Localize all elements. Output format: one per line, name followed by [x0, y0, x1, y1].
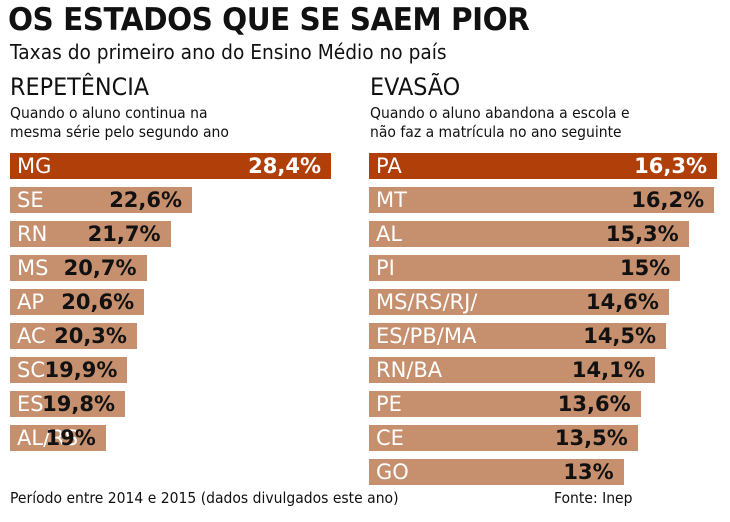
- repetencia-bar-value: 20,7%: [63, 256, 137, 280]
- repetencia-bar-value: 19,8%: [42, 392, 115, 416]
- evasao-bar-value: 16,2%: [631, 188, 705, 212]
- evasao-bar: PE 13,6%: [369, 391, 641, 417]
- repetencia-bar-label: MS: [17, 256, 49, 280]
- repetencia-bar: RN 21,7%: [10, 221, 171, 247]
- chart-title: OS ESTADOS QUE SE SAEM PIOR: [8, 2, 530, 38]
- evasao-bar-label: MT: [376, 188, 407, 212]
- evasao-bar-label: RN/BA: [376, 358, 443, 382]
- repetencia-bar: MS 20,7%: [10, 255, 147, 281]
- evasao-bar-label: PA: [376, 154, 402, 178]
- evasao-bar-label: GO: [376, 460, 409, 484]
- repetencia-bar-label: AL/RS: [17, 426, 79, 450]
- repetencia-bar: SC 19,9%: [10, 357, 128, 383]
- repetencia-bar-label: AC: [17, 324, 46, 348]
- evasao-bar-label: MS/RS/RJ/: [376, 290, 478, 314]
- footer-source: Fonte: Inep: [554, 489, 633, 507]
- evasao-bar: MS/RS/RJ/14,6%: [369, 289, 669, 315]
- repetencia-bar: ES 19,8%: [10, 391, 125, 417]
- repetencia-bar-value: 28,4%: [248, 154, 321, 178]
- evasao-bar: CE 13,5%: [369, 425, 638, 451]
- evasao-bar: RN/BA 14,1%: [369, 357, 655, 383]
- repetencia-bar-label: RN: [17, 222, 48, 246]
- repetencia-bar-value: 20,3%: [54, 324, 127, 348]
- evasao-bar: AL 15,3%: [369, 221, 689, 247]
- evasao-bar-value: 14,1%: [571, 358, 645, 382]
- repetencia-bar-label: MG: [17, 154, 52, 178]
- evasao-bar-label: PE: [376, 392, 402, 416]
- evasao-bar-label: CE: [376, 426, 404, 450]
- repetencia-bar-value: 19,9%: [44, 358, 118, 382]
- evasao-bar-value: 13,5%: [554, 426, 628, 450]
- repetencia-description-line: Quando o aluno continua na: [10, 104, 208, 122]
- evasao-bar-value: 15,3%: [605, 222, 679, 246]
- repetencia-description-line: mesma série pelo segundo ano: [10, 123, 229, 141]
- repetencia-bar-label: SE: [17, 188, 44, 212]
- evasao-bar: PI 15%: [369, 255, 681, 281]
- evasao-bar-value: 13%: [563, 460, 614, 484]
- chart-subtitle: Taxas do primeiro ano do Ensino Médio no…: [10, 40, 447, 64]
- repetencia-bar: SE 22,6%: [10, 187, 193, 213]
- evasao-bar-label: AL: [376, 222, 403, 246]
- repetencia-bar-value: 20,6%: [61, 290, 135, 314]
- evasao-bar: MT 16,2%: [369, 187, 715, 213]
- repetencia-bar-label: SC: [17, 358, 45, 382]
- evasao-bar-label: ES/PB/MA: [376, 324, 477, 348]
- evasao-bar-value: 14,5%: [583, 324, 657, 348]
- repetencia-bar: MG 28,4%: [10, 153, 331, 179]
- evasao-description-line: Quando o aluno abandona a escola e: [370, 104, 630, 122]
- repetencia-bar-value: 19%: [45, 426, 96, 450]
- footer-period: Período entre 2014 e 2015 (dados divulga…: [10, 489, 399, 507]
- repetencia-bar-label: AP: [17, 290, 45, 314]
- evasao-bar-label: PI: [376, 256, 395, 280]
- repetencia-bar-value: 22,6%: [109, 188, 183, 212]
- repetencia-bar: AL/RS 19%: [10, 425, 106, 451]
- evasao-bar-value: 14,6%: [586, 290, 659, 314]
- evasao-bar: PA 16,3%: [369, 153, 717, 179]
- repetencia-bar-value: 21,7%: [87, 222, 161, 246]
- evasao-bar-value: 13,6%: [557, 392, 631, 416]
- evasao-heading: EVASÃO: [370, 73, 461, 101]
- evasao-description-line: não faz a matrícula no ano seguinte: [370, 123, 622, 141]
- evasao-bar-value: 15%: [619, 256, 671, 280]
- evasao-bar-value: 16,3%: [634, 154, 707, 178]
- repetencia-description: Quando o aluno continua na mesma série p…: [10, 104, 229, 142]
- evasao-bar: ES/PB/MA 14,5%: [369, 323, 667, 349]
- repetencia-bar: AC 20,3%: [10, 323, 137, 349]
- repetencia-bar-label: ES: [17, 392, 44, 416]
- repetencia-heading: REPETÊNCIA: [10, 73, 150, 101]
- evasao-description: Quando o aluno abandona a escola e não f…: [370, 104, 630, 142]
- evasao-bar: GO 13%: [369, 459, 624, 485]
- repetencia-bar: AP 20,6%: [10, 289, 145, 315]
